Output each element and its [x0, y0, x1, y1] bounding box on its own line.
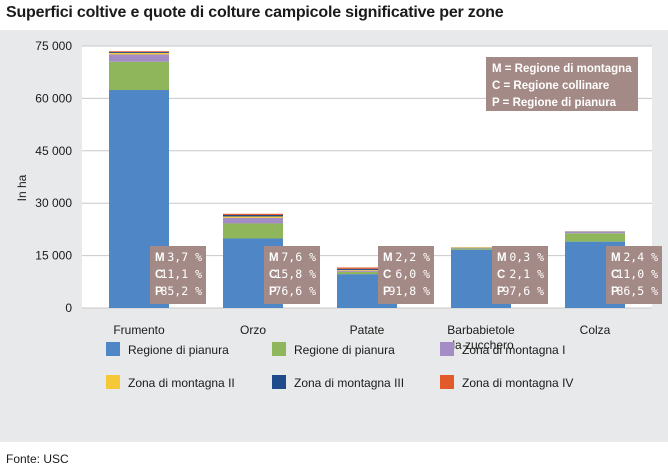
- share-value: 7,6 %: [281, 250, 316, 264]
- legend-swatch: [106, 342, 120, 356]
- share-key: C: [611, 269, 619, 281]
- x-category-label: Barbabietole: [447, 323, 515, 337]
- share-value: 0,3 %: [509, 250, 544, 264]
- share-key: P: [611, 286, 619, 298]
- share-value: 2,2 %: [395, 250, 430, 264]
- y-tick-label: 0: [65, 301, 72, 315]
- bar-segment: [451, 248, 511, 250]
- legend-label: Regione di pianura: [294, 343, 395, 357]
- key-box-line: M = Regione di montagna: [492, 63, 632, 75]
- share-label-box: [606, 246, 662, 304]
- bar-segment: [223, 216, 283, 218]
- share-key: M: [269, 252, 279, 264]
- bar-segment: [109, 54, 169, 62]
- share-key: M: [155, 252, 165, 264]
- share-value: 3,7 %: [167, 250, 202, 264]
- share-value: 11,1 %: [160, 267, 202, 281]
- legend-label: Zona di montagna II: [128, 376, 235, 390]
- share-value: 6,0 %: [395, 267, 430, 281]
- share-label-box: [378, 246, 434, 304]
- share-value: 85,2 %: [160, 284, 202, 298]
- legend-swatch: [272, 342, 286, 356]
- bar-segment: [109, 51, 169, 52]
- bar-segment: [337, 268, 397, 270]
- y-tick-label: 45 000: [35, 144, 72, 158]
- bar-segment: [109, 61, 169, 91]
- stacked-bar-chart: In ha 0 15 000 30 000 45 000 60 000 75 000 Fru…: [15, 39, 662, 390]
- legend-label: Zona di montagna I: [462, 343, 565, 357]
- share-key: P: [497, 286, 505, 298]
- x-category-label: Orzo: [240, 323, 266, 337]
- legend-label: Zona di montagna IV: [462, 376, 573, 390]
- bar-segment: [565, 231, 625, 234]
- bar-segment: [337, 269, 397, 271]
- share-key: M: [383, 252, 393, 264]
- key-box-line: C = Regione collinare: [492, 80, 609, 92]
- x-category-label: da zucchero: [448, 338, 514, 352]
- key-box: [486, 57, 638, 111]
- y-tick-label: 30 000: [35, 196, 72, 210]
- share-label-box: [150, 246, 206, 304]
- source-note: Fonte: USC: [6, 452, 69, 466]
- share-key: C: [155, 269, 163, 281]
- share-key: P: [383, 286, 391, 298]
- share-value: 86,5 %: [616, 284, 658, 298]
- bar-segment: [565, 233, 625, 242]
- bar-segment: [337, 267, 397, 269]
- y-axis-label: In ha: [15, 174, 29, 201]
- share-label-box: [264, 246, 320, 304]
- share-key: C: [497, 269, 505, 281]
- bar-segment: [223, 215, 283, 217]
- chart-title: Superfici coltive e quote di colture cam…: [6, 4, 504, 21]
- bar-segment: [223, 217, 283, 224]
- bar-segment: [337, 270, 397, 272]
- key-box-line: P = Regione di pianura: [492, 97, 617, 109]
- share-key: P: [269, 286, 277, 298]
- x-category-label: Frumento: [113, 323, 165, 337]
- legend-swatch: [440, 342, 454, 356]
- bar-segment: [109, 52, 169, 55]
- x-category-label: Colza: [580, 323, 611, 337]
- y-tick-label: 60 000: [35, 91, 72, 105]
- bar-segment: [223, 223, 283, 239]
- share-value: 2,4 %: [623, 250, 658, 264]
- legend-label: Zona di montagna III: [294, 376, 404, 390]
- share-key: C: [269, 269, 277, 281]
- legend-swatch: [440, 375, 454, 389]
- share-value: 76,6 %: [274, 284, 316, 298]
- share-key: M: [611, 252, 621, 264]
- share-key: M: [497, 252, 507, 264]
- legend-swatch: [272, 375, 286, 389]
- x-category-label: Patate: [350, 323, 385, 337]
- y-tick-label: 15 000: [35, 249, 72, 263]
- share-label-box: [492, 246, 548, 304]
- share-value: 91,8 %: [388, 284, 430, 298]
- share-value: 11,0 %: [616, 267, 658, 281]
- bar-segment: [223, 213, 283, 216]
- share-value: 97,6 %: [502, 284, 544, 298]
- share-value: 2,1 %: [509, 267, 544, 281]
- bar-segment: [337, 271, 397, 275]
- legend-swatch: [106, 375, 120, 389]
- share-key: C: [383, 269, 391, 281]
- y-tick-label: 75 000: [35, 39, 72, 53]
- title-bar: Superfici coltive e quote di colture cam…: [0, 0, 668, 30]
- share-value: 15,8 %: [274, 267, 316, 281]
- share-key: P: [155, 286, 163, 298]
- bar-segment: [109, 51, 169, 53]
- legend-label: Regione di pianura: [128, 343, 229, 357]
